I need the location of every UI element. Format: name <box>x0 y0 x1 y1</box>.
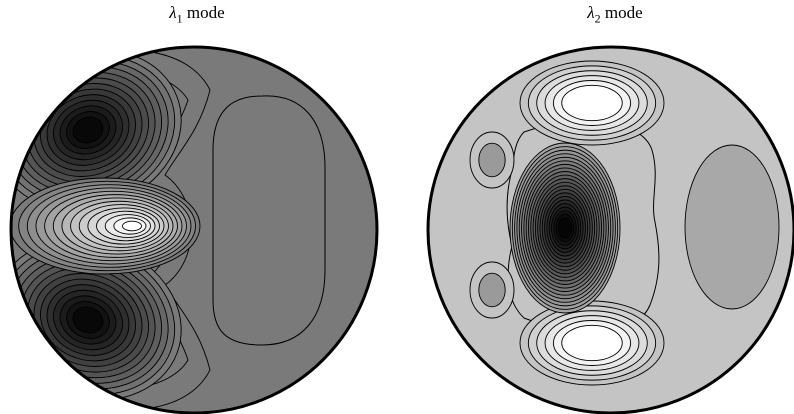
lambda2-center-trough-contour <box>557 217 573 239</box>
lambda-symbol: λ <box>169 3 177 22</box>
lambda-symbol: λ <box>587 3 595 22</box>
lambda1-upper-lobe-contour <box>72 116 104 144</box>
lambda-subscript: 1 <box>176 11 183 26</box>
lambda2-lower-peak-contour <box>561 324 623 362</box>
lambda2-mode-panel <box>426 45 794 414</box>
lambda2-upper-peak-contour <box>561 84 623 122</box>
panel-title-lambda2: λ2 mode <box>515 2 715 29</box>
lambda1-mode-panel <box>9 45 379 414</box>
panel-title-lambda1: λ1 mode <box>97 2 297 29</box>
lambda2-contour-levels <box>469 60 780 386</box>
title-suffix: mode <box>600 3 643 22</box>
lambda1-lower-lobe-contour <box>72 306 104 334</box>
title-suffix: mode <box>182 3 225 22</box>
lambda1-center-peak-contour <box>122 220 142 232</box>
lambda2-disk-boundary <box>426 45 794 414</box>
lambda1-disk-boundary <box>9 45 379 414</box>
lambda2-left-lower-lobe-contour <box>478 272 506 308</box>
lambda1-flat-region-contour <box>212 95 326 346</box>
lambda2-left-upper-lobe-contour <box>478 142 506 178</box>
lambda2-right-lobe-contour <box>684 144 780 310</box>
lambda-subscript: 2 <box>594 11 601 26</box>
